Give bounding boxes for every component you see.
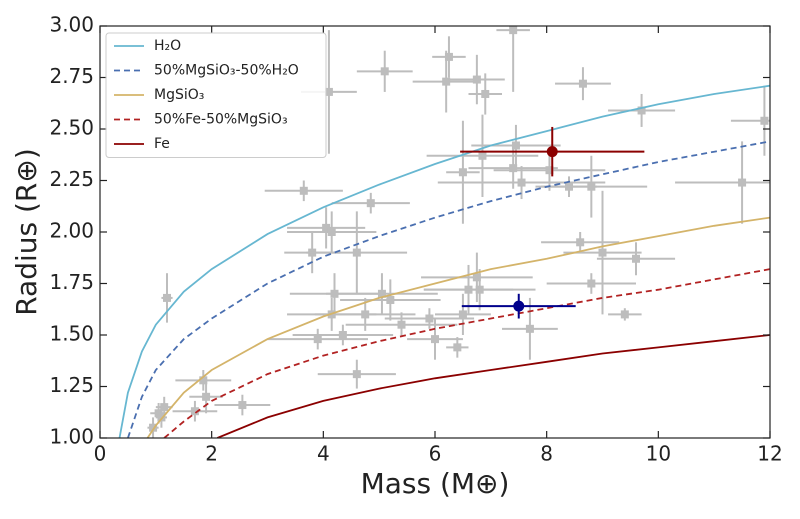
x-tick-label: 2 xyxy=(205,442,218,466)
point xyxy=(367,199,375,207)
point xyxy=(328,228,336,236)
x-axis-label: Mass (M⊕) xyxy=(361,467,510,500)
y-tick-label: 2.00 xyxy=(49,219,94,243)
point xyxy=(587,183,595,191)
point xyxy=(445,53,453,61)
y-tick-label: 3.00 xyxy=(49,13,94,37)
point xyxy=(386,296,394,304)
point xyxy=(478,152,486,160)
model-curve xyxy=(217,335,770,438)
legend-label: H₂O xyxy=(154,38,181,54)
x-tick-label: 8 xyxy=(540,442,553,466)
x-tick-label: 6 xyxy=(429,442,442,466)
point xyxy=(621,310,629,318)
highlight-point xyxy=(513,301,524,312)
point xyxy=(473,76,481,84)
legend-label: MgSiO₃ xyxy=(154,87,204,103)
point xyxy=(425,315,433,323)
y-tick-label: 1.00 xyxy=(49,425,94,449)
point xyxy=(202,393,210,401)
point xyxy=(579,80,587,88)
point xyxy=(760,117,768,125)
point xyxy=(476,286,484,294)
x-tick-label: 12 xyxy=(757,442,782,466)
point xyxy=(587,280,595,288)
y-axis-label: Radius (R⊕) xyxy=(10,148,43,316)
model-curve xyxy=(164,269,770,438)
point xyxy=(526,325,534,333)
point xyxy=(518,179,526,187)
highlight-point xyxy=(547,146,558,157)
point xyxy=(314,335,322,343)
y-tick-label: 2.75 xyxy=(49,64,94,88)
legend-label: Fe xyxy=(154,136,170,152)
point xyxy=(459,168,467,176)
legend-label: 50%MgSiO₃-50%H₂O xyxy=(154,63,299,79)
point xyxy=(163,294,171,302)
point xyxy=(238,401,246,409)
y-tick-label: 1.50 xyxy=(49,322,94,346)
point xyxy=(453,343,461,351)
point xyxy=(599,249,607,257)
point xyxy=(509,26,517,34)
point xyxy=(512,141,520,149)
legend-label: 50%Fe-50%MgSiO₃ xyxy=(154,112,288,128)
y-tick-label: 2.25 xyxy=(49,167,94,191)
point xyxy=(353,370,361,378)
x-tick-label: 4 xyxy=(317,442,330,466)
point xyxy=(381,67,389,75)
x-tick-label: 10 xyxy=(646,442,671,466)
x-tick-label: 0 xyxy=(94,442,107,466)
point xyxy=(459,310,467,318)
point xyxy=(738,179,746,187)
point xyxy=(361,310,369,318)
y-tick-label: 2.50 xyxy=(49,116,94,140)
y-tick-label: 1.25 xyxy=(49,373,94,397)
point xyxy=(481,90,489,98)
point xyxy=(353,249,361,257)
point xyxy=(431,335,439,343)
y-tick-label: 1.75 xyxy=(49,270,94,294)
point xyxy=(300,187,308,195)
point xyxy=(398,321,406,329)
point xyxy=(576,238,584,246)
point xyxy=(339,331,347,339)
point xyxy=(632,255,640,263)
